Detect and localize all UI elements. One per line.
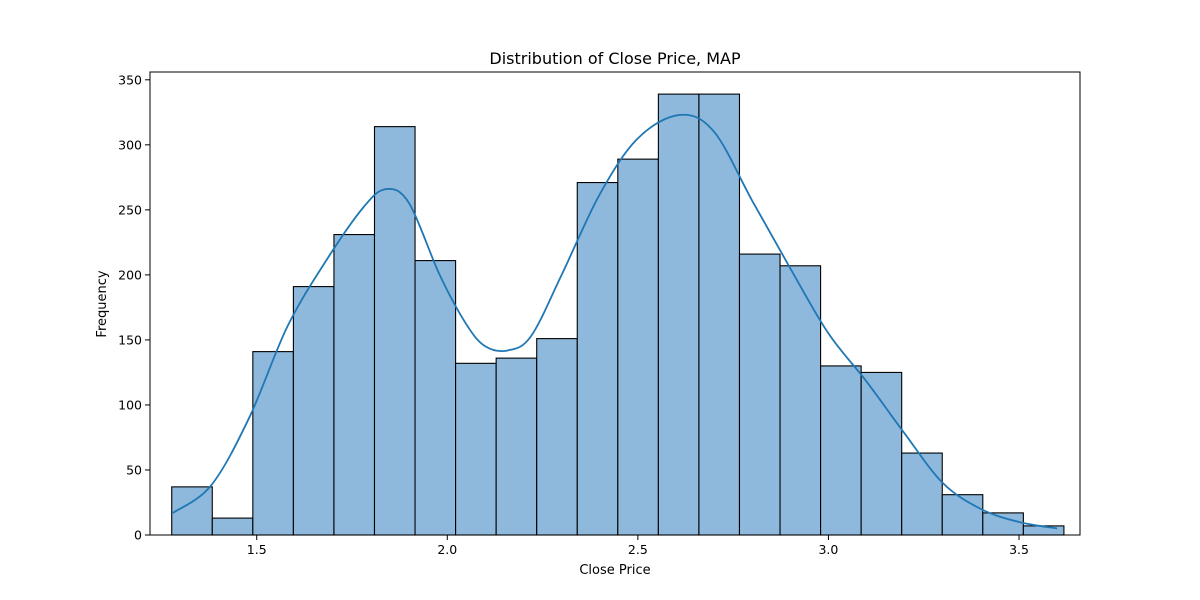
histogram-bar [698,93,741,536]
histogram-bar [495,357,538,536]
histogram-bar [941,494,984,536]
y-tick-label: 200 [118,267,142,282]
histogram-bar [211,517,254,536]
histogram-bar [738,253,781,536]
x-tick-label: 1.5 [247,542,267,557]
x-tick-label: 3.0 [818,542,838,557]
y-tick-label: 50 [126,462,142,477]
bars-group [171,93,1065,536]
x-tick-label: 2.5 [628,542,648,557]
histogram-bar [536,338,578,536]
y-tick-label: 350 [118,72,142,87]
y-tick-label: 0 [134,528,142,543]
histogram-bar [373,126,416,536]
histogram-bar [576,181,619,536]
histogram-bar [414,260,457,536]
x-tick-label: 3.5 [1009,542,1029,557]
x-tick-label: 2.0 [437,542,457,557]
y-axis-label: Frequency [95,270,110,337]
chart-title: Distribution of Close Price, MAP [489,49,741,68]
y-tick-label: 250 [118,202,142,217]
plot-frame [149,71,1081,536]
histogram-bar [617,158,659,536]
kde-line [172,113,1058,530]
histogram-bar [901,452,943,536]
histogram-bar [779,265,822,536]
y-axis-ticks: 0 50 100 150 200 250 300 350 [118,72,150,543]
x-axis-label: Close Price [579,563,650,578]
histogram-bar [455,362,497,536]
x-axis-ticks: 1.5 2.0 2.5 3.0 3.5 [247,535,1029,557]
histogram-bar [252,351,294,536]
histogram-bar [171,486,213,536]
y-tick-label: 300 [118,137,142,152]
histogram-bar [657,93,700,536]
histogram-bar [333,234,376,536]
histogram-bar [982,512,1024,536]
y-tick-label: 150 [118,332,142,347]
histogram-bar [860,371,903,536]
histogram-bar [820,365,862,536]
histogram-bar [292,286,335,536]
y-tick-label: 100 [118,397,142,412]
